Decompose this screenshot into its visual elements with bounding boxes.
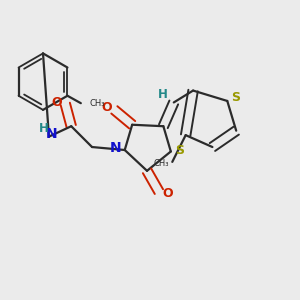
Text: CH₃: CH₃ [154, 159, 169, 168]
Text: H: H [39, 122, 49, 135]
Text: CH₃: CH₃ [90, 99, 105, 108]
Text: O: O [52, 96, 62, 109]
Text: H: H [158, 88, 167, 100]
Text: S: S [231, 92, 240, 104]
Text: O: O [162, 187, 172, 200]
Text: N: N [46, 127, 58, 141]
Text: S: S [175, 143, 184, 157]
Text: N: N [110, 141, 122, 154]
Text: O: O [102, 101, 112, 114]
